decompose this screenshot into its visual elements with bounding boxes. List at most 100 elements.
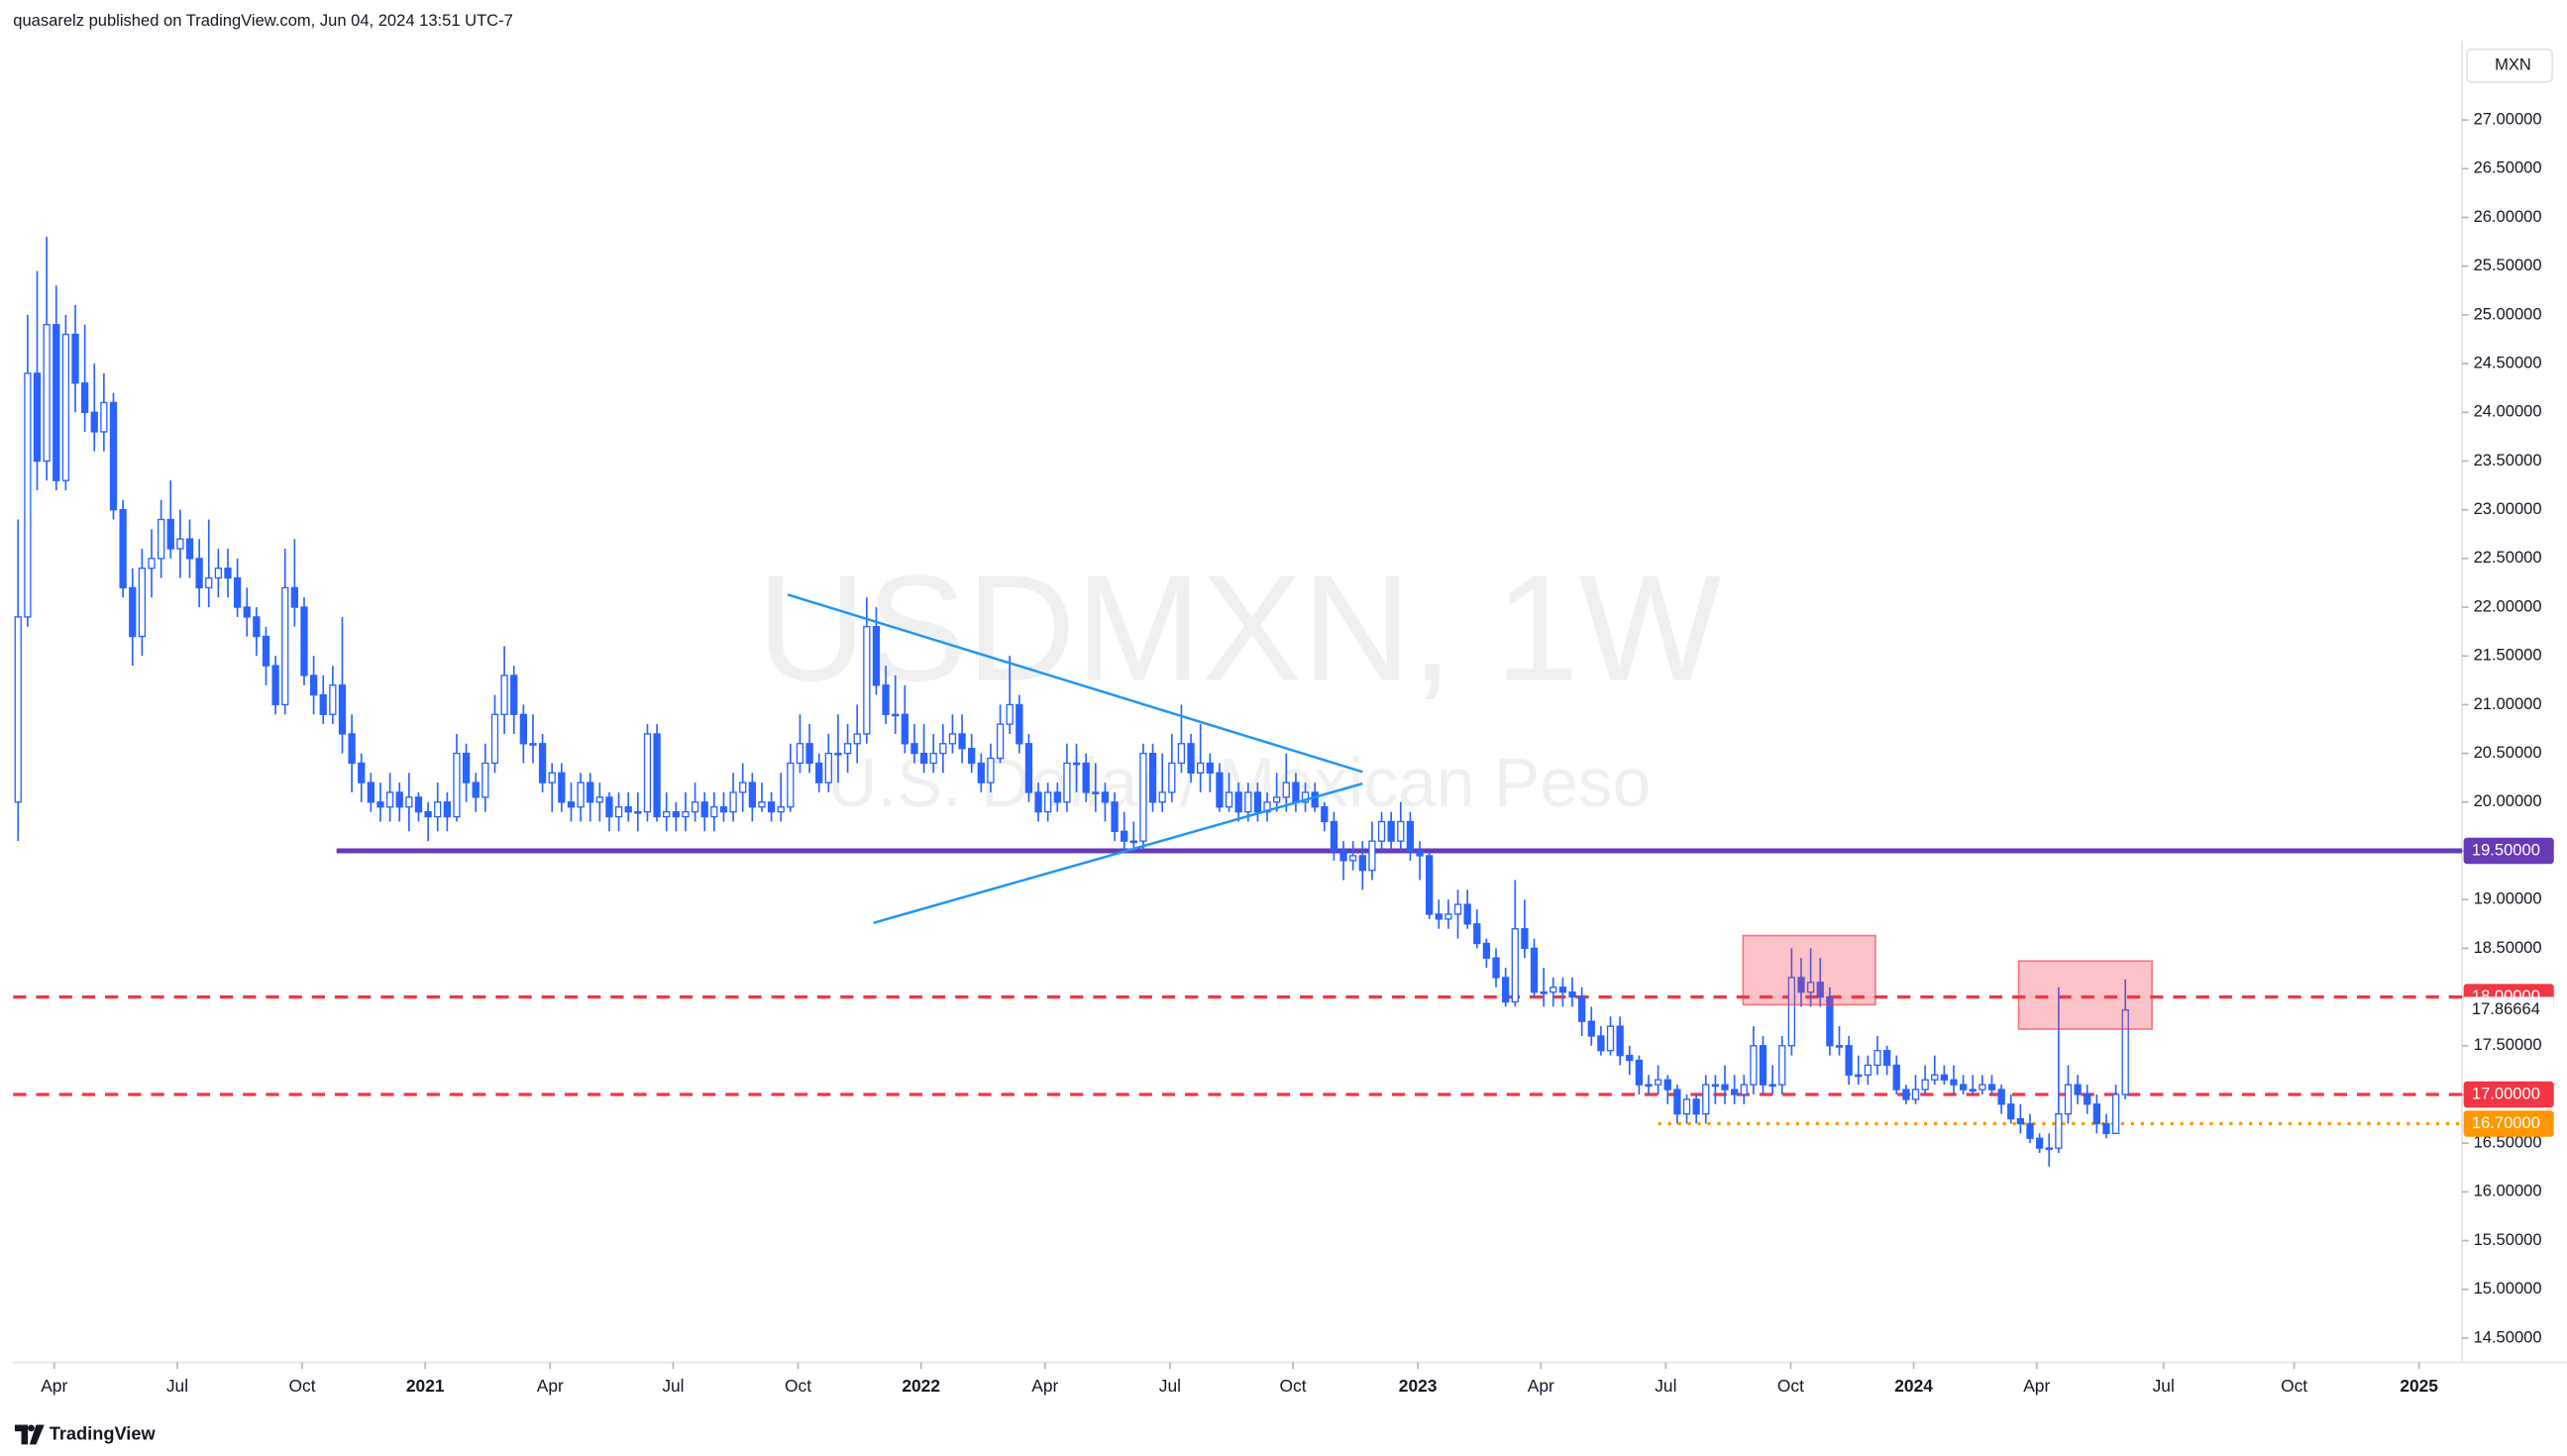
level-price-tag <box>2463 1110 2554 1137</box>
candle-body <box>1301 791 1310 803</box>
candle-body <box>1587 1020 1595 1037</box>
candle-body <box>1616 1025 1624 1057</box>
candle-body <box>71 333 79 384</box>
candle-body <box>1682 1098 1691 1115</box>
candle-body <box>1101 791 1110 803</box>
candle-body <box>224 568 232 579</box>
candle-body <box>481 762 489 798</box>
candle-body <box>2007 1103 2015 1120</box>
currency-button[interactable] <box>2466 48 2553 83</box>
candle-body <box>462 752 471 783</box>
x-tick-label: Apr <box>1528 1376 1554 1396</box>
candle-body <box>185 538 194 560</box>
candle-body <box>1530 947 1539 993</box>
candle-body <box>43 324 51 463</box>
x-tick-label: Apr <box>41 1376 67 1396</box>
candle-body <box>434 801 442 818</box>
candle-body <box>863 626 871 735</box>
x-tick-label: 2025 <box>2400 1376 2438 1396</box>
last-price-tag <box>2463 996 2554 1023</box>
candle-body <box>548 772 556 783</box>
y-tick-label: 22.00000 <box>2474 596 2542 615</box>
candle-body <box>834 752 842 756</box>
candle-body <box>567 801 576 808</box>
candle-body <box>243 606 251 618</box>
last-price-label: 17.86664 <box>2472 999 2540 1018</box>
candle-body <box>1006 703 1014 725</box>
candle-body <box>1626 1054 1634 1062</box>
candle-body <box>14 616 22 803</box>
candle-body <box>138 568 147 638</box>
x-tick-label: Oct <box>1777 1376 1804 1396</box>
candle-body <box>1377 820 1386 842</box>
x-tick-label: Apr <box>1031 1376 1058 1396</box>
candle-body <box>1358 855 1366 872</box>
currency-label[interactable]: MXN <box>2495 55 2531 74</box>
y-tick-label: 19.00000 <box>2474 889 2542 908</box>
candle-body <box>214 568 223 579</box>
candle-body <box>395 791 403 808</box>
candle-body <box>1234 791 1242 813</box>
candle-body <box>1349 855 1357 862</box>
x-tick-label: Jul <box>1159 1376 1181 1396</box>
candle-body <box>719 806 728 813</box>
candle-body <box>1016 703 1023 745</box>
candle-body <box>987 757 995 783</box>
candle-body <box>1759 1045 1767 1086</box>
candle-body <box>1368 840 1376 872</box>
x-tick-label: Apr <box>2023 1376 2050 1396</box>
candle-body <box>233 576 242 608</box>
candle-body <box>1177 743 1186 765</box>
candle-body <box>2045 1147 2053 1151</box>
candle-body <box>510 675 518 715</box>
candle-body <box>319 693 327 715</box>
candle-body <box>805 743 813 765</box>
candle-body <box>385 791 394 808</box>
candle-body <box>824 752 832 783</box>
x-tick-label: Jul <box>2153 1376 2175 1396</box>
candle-body <box>2084 1093 2091 1105</box>
candle-body <box>929 752 937 765</box>
candle-body <box>1558 987 1567 993</box>
candle-body <box>1139 752 1147 842</box>
footer-logo: TradingView <box>14 1423 156 1445</box>
candle-body <box>577 781 585 808</box>
x-tick-label: Oct <box>289 1376 316 1396</box>
candle-body <box>729 791 737 813</box>
candle-body <box>634 810 642 814</box>
candle-body <box>1692 1098 1700 1115</box>
y-tick-label: 24.50000 <box>2474 353 2542 371</box>
candle-body <box>414 796 423 813</box>
candle-body <box>643 733 652 813</box>
candle-body <box>529 743 537 746</box>
candle-body <box>663 810 671 818</box>
candle-body <box>777 806 785 813</box>
candle-body <box>443 801 451 818</box>
candle-body <box>1931 1074 1939 1081</box>
level-price-label: 17.00000 <box>2472 1084 2540 1102</box>
candle-body <box>882 684 890 715</box>
candle-body <box>691 801 699 813</box>
candle-body <box>910 743 918 755</box>
candle-body <box>1444 913 1452 920</box>
candle-body <box>53 324 60 481</box>
candle-body <box>1072 762 1081 766</box>
candle-body <box>2102 1122 2110 1134</box>
candle-body <box>1711 1084 1720 1088</box>
candle-body <box>1063 762 1071 803</box>
candle-body <box>1645 1084 1653 1088</box>
y-tick-label: 21.00000 <box>2474 694 2542 713</box>
candle-body <box>1463 903 1471 925</box>
candle-body <box>1550 987 1557 993</box>
candle-body <box>1511 928 1519 1003</box>
y-tick-label: 16.50000 <box>2474 1133 2542 1152</box>
candle-body <box>1950 1079 1958 1086</box>
y-tick-label: 26.50000 <box>2474 158 2542 177</box>
candle-body <box>1482 942 1491 959</box>
candle-body <box>1121 830 1128 842</box>
candle-body <box>1253 791 1262 813</box>
candle-body <box>1282 781 1290 798</box>
candle-body <box>1855 1074 1863 1078</box>
